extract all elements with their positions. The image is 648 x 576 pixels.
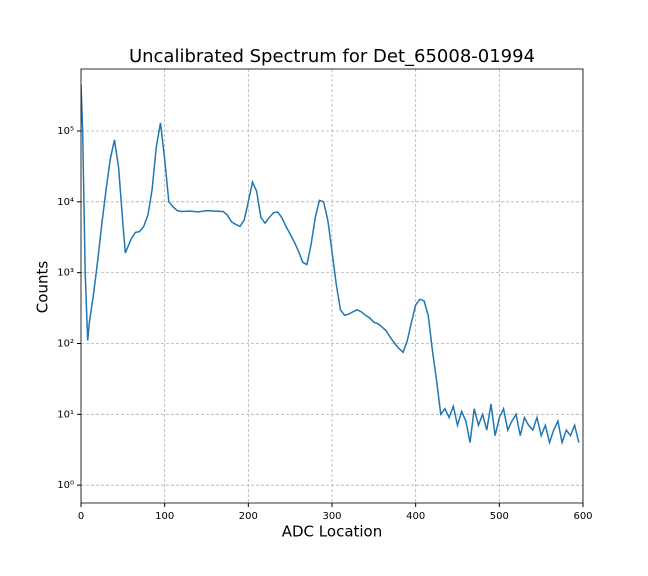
- x-tick-label: 500: [490, 511, 509, 522]
- y-tick-label: 10¹: [57, 409, 74, 420]
- y-tick-label: 10⁴: [57, 197, 74, 208]
- plot-area: [81, 84, 580, 446]
- y-tick-label: 10²: [57, 338, 74, 349]
- y-tick-label: 10⁵: [57, 126, 74, 137]
- x-axis-label: ADC Location: [282, 523, 383, 541]
- y-axis-label: Counts: [34, 261, 52, 314]
- x-tick-label: 0: [78, 511, 84, 522]
- data-line: [81, 84, 580, 446]
- x-tick-label: 600: [573, 511, 592, 522]
- ticks: 0 100 200 300 400 500 600 10⁰ 10¹ 10² 10³ 10⁴ 10⁵: [57, 126, 592, 522]
- x-tick-label: 100: [155, 511, 174, 522]
- y-tick-label: 10⁰: [57, 480, 74, 491]
- y-tick-label: 10³: [57, 268, 74, 279]
- x-tick-label: 200: [239, 511, 258, 522]
- chart-title: Uncalibrated Spectrum for Det_65008-0199…: [129, 46, 535, 67]
- x-tick-label: 400: [406, 511, 425, 522]
- x-tick-label: 300: [322, 511, 341, 522]
